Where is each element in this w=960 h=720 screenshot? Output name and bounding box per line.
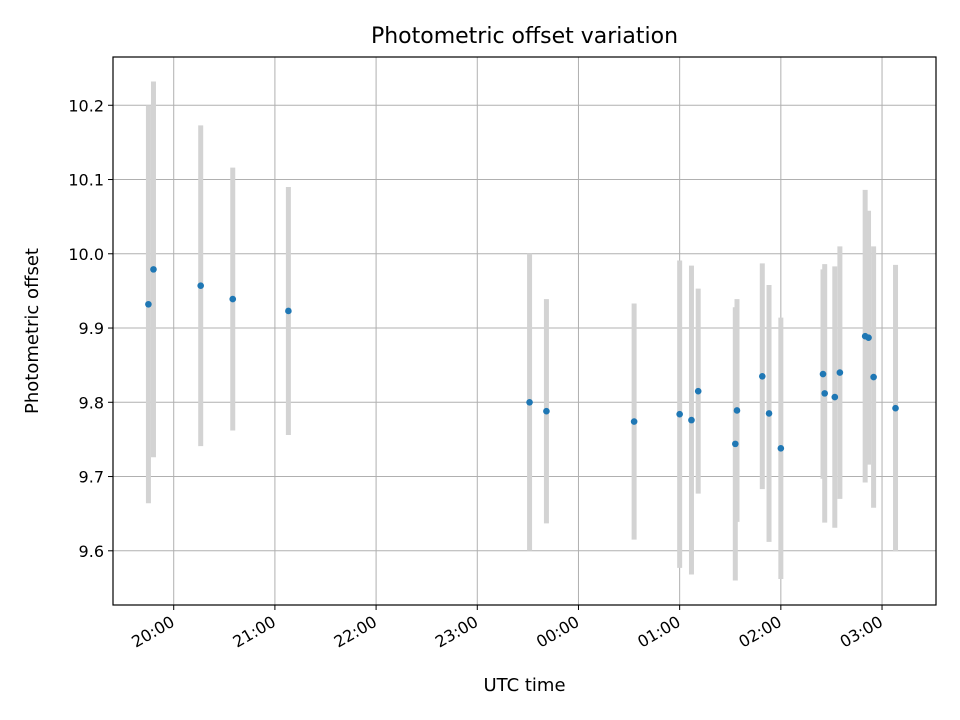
- data-point: [733, 407, 741, 414]
- data-point: [819, 370, 827, 378]
- data-point: [150, 266, 157, 273]
- y-tick-label: 9.6: [79, 542, 104, 561]
- data-point: [197, 282, 204, 290]
- data-point: [836, 369, 844, 376]
- data-point: [821, 390, 828, 397]
- y-tick-label: 9.9: [79, 319, 104, 338]
- data-point: [526, 398, 533, 406]
- y-tick-label: 10.0: [68, 245, 104, 264]
- y-tick-label: 9.7: [79, 468, 104, 487]
- data-point: [892, 404, 899, 412]
- data-points: [145, 266, 899, 452]
- data-point: [694, 387, 702, 395]
- y-tick-label: 10.2: [68, 96, 104, 115]
- data-point: [831, 393, 839, 401]
- data-point: [630, 418, 638, 425]
- y-axis: 9.6 9.7 9.8 9.9 10.0 10.1 10.2: [68, 96, 113, 561]
- data-point: [229, 295, 237, 303]
- x-axis-title: UTC time: [483, 675, 565, 696]
- chart-title: Photometric offset variation: [371, 24, 678, 49]
- data-point: [543, 407, 550, 415]
- data-point: [688, 416, 695, 424]
- data-point: [865, 334, 872, 341]
- data-point: [732, 440, 739, 448]
- data-point: [145, 300, 152, 308]
- data-point: [758, 372, 766, 380]
- y-axis-title: Photometric offset: [22, 248, 43, 414]
- data-point: [870, 373, 877, 381]
- data-point: [765, 410, 773, 417]
- data-point: [777, 445, 785, 452]
- data-point: [285, 307, 292, 315]
- data-point: [676, 410, 683, 418]
- plot-frame: [112, 56, 937, 606]
- y-tick-label: 9.8: [79, 393, 104, 412]
- y-tick-label: 10.1: [68, 171, 104, 190]
